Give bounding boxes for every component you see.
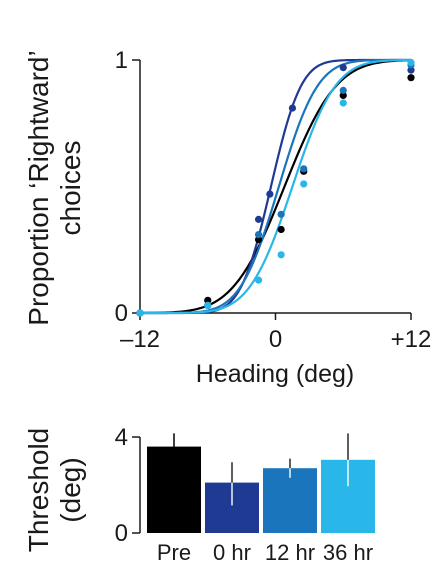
psychometric-panel: Proportion ‘Rightward’ choices 01 –12 0 +1… bbox=[23, 47, 431, 388]
data-point bbox=[254, 230, 263, 239]
x-axis-label: Heading (deg) bbox=[196, 360, 354, 388]
bar-y-axis-label-line1: Threshold bbox=[23, 428, 54, 553]
category-label: 12 hr bbox=[265, 540, 315, 565]
data-point bbox=[300, 165, 308, 173]
bar-y-ticks: 04 bbox=[115, 424, 140, 547]
data-point bbox=[288, 104, 297, 112]
x-tick-label: +12 bbox=[391, 326, 432, 353]
fit-curves bbox=[139, 58, 412, 315]
x-tick-label: 0 bbox=[269, 326, 282, 353]
data-point bbox=[407, 58, 415, 67]
data-point bbox=[339, 86, 347, 94]
category-label: 36 hr bbox=[323, 540, 373, 565]
data-point bbox=[277, 225, 285, 234]
data-point bbox=[266, 190, 274, 198]
data-point bbox=[254, 215, 263, 223]
category-label: 0 hr bbox=[213, 540, 251, 565]
data-point bbox=[204, 301, 212, 310]
x-ticks: –12 0 +12 bbox=[120, 313, 431, 353]
fit-curve-3 bbox=[140, 58, 411, 315]
category-labels: Pre 0 hr 12 hr 36 hr bbox=[157, 540, 373, 565]
bar-y-tick-label: 4 bbox=[115, 424, 128, 451]
data-point bbox=[254, 236, 263, 244]
data-point bbox=[254, 276, 263, 284]
data-point bbox=[339, 99, 347, 107]
data-point bbox=[300, 180, 308, 188]
y-ticks: 01 bbox=[115, 47, 140, 327]
data-point bbox=[277, 210, 285, 218]
data-point bbox=[277, 251, 285, 259]
fit-curve-1 bbox=[139, 59, 412, 315]
bar-y-tick-label: 0 bbox=[115, 520, 128, 547]
x-tick-label: –12 bbox=[120, 326, 160, 353]
y-axis-label-line2: choices bbox=[55, 141, 86, 236]
data-point bbox=[407, 66, 415, 74]
data-points bbox=[136, 58, 415, 317]
bar-3 bbox=[263, 468, 317, 533]
fit-curve-2 bbox=[140, 58, 411, 315]
y-tick-label: 1 bbox=[115, 47, 128, 74]
data-point bbox=[407, 74, 415, 82]
data-point bbox=[339, 91, 347, 100]
data-point bbox=[136, 309, 144, 317]
data-point bbox=[339, 63, 347, 72]
fit-curve-4 bbox=[140, 58, 412, 315]
error-bars bbox=[173, 433, 349, 506]
threshold-panel: Threshold (deg) 04 Pre 0 hr 12 hr 36 hr bbox=[23, 424, 375, 565]
bar-y-axis-label-line2: (deg) bbox=[55, 457, 86, 522]
bars bbox=[147, 446, 375, 533]
y-axis-label-line1: Proportion ‘Rightward’ bbox=[23, 50, 54, 325]
data-point bbox=[204, 296, 212, 304]
category-label: Pre bbox=[157, 540, 191, 565]
y-tick-label: 0 bbox=[115, 300, 128, 327]
